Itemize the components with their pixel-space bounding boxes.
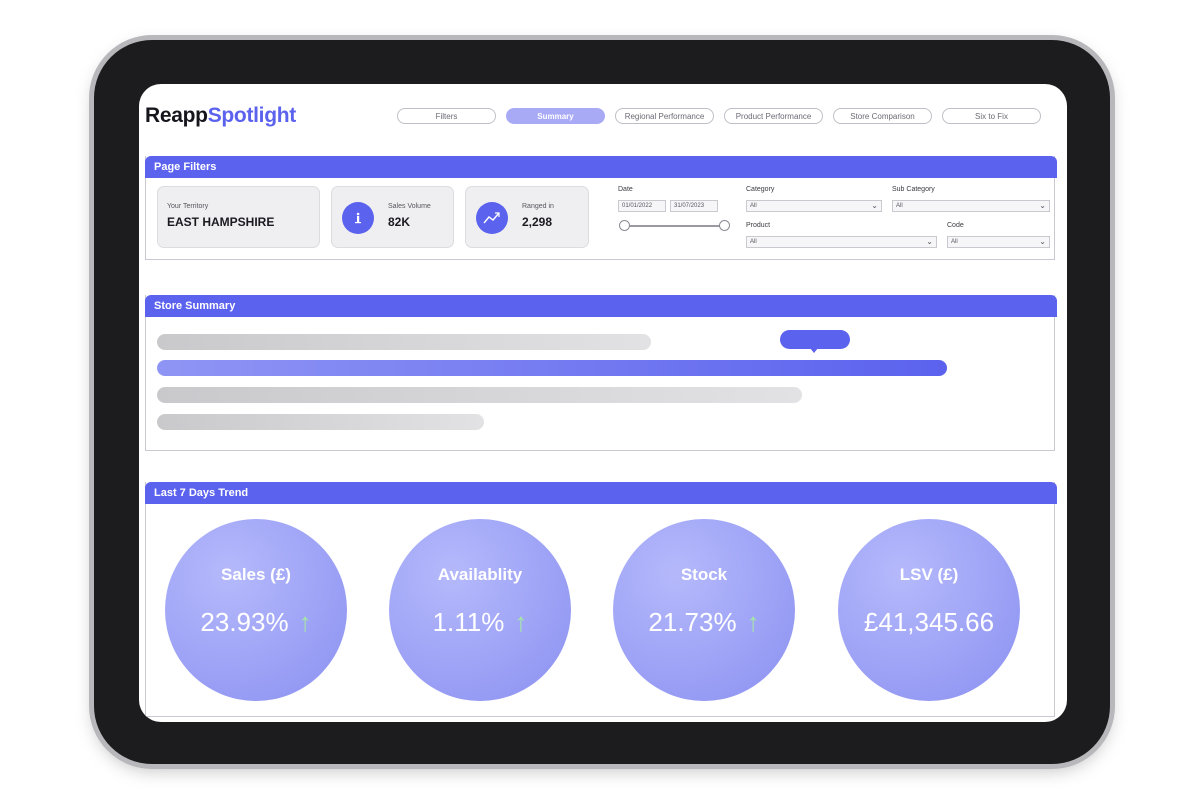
stock-metric-value: 21.73% [648,607,737,637]
product-label: Product [746,222,771,229]
code-label: Code [947,222,964,229]
ranged-in-label: Ranged in [522,203,554,210]
date-start-input[interactable]: 01/01/2022 [618,200,666,212]
page-filters-panel: Page Filters Your Territory EAST HAMPSHI… [145,156,1057,260]
sales-volume-label: Sales Volume [388,203,431,210]
page-filters-title: Page Filters [145,156,1057,178]
lsv-metric-title: LSV (£) [899,565,959,584]
summary-bar-4 [157,414,484,430]
ranged-in-value: 2,298 [522,215,553,229]
sub-category-label: Sub Category [892,186,935,193]
tab-summary[interactable]: Summary [506,108,605,124]
product-value: All [750,239,757,245]
tablet-top-button-2 [222,35,264,40]
date-label: Date [618,186,633,193]
sales-metric-circle: Sales (£) 23.93% ↑ [165,519,347,701]
date-start-value: 01/01/2022 [622,203,653,209]
ranged-in-card: Ranged in 2,298 [465,186,589,248]
date-range-slider-track [624,225,724,227]
trend-panel: Last 7 Days Trend Sales (£) 23.93% ↑ Ava… [145,482,1057,717]
sales-volume-card: Sales Volume 82K [331,186,454,248]
lsv-metric-circle: LSV (£) £41,345.66 [838,519,1020,701]
territory-label: Your Territory [167,203,209,210]
chevron-down-icon: ⌄ [1039,237,1046,246]
availability-metric-value: 1.11% [432,607,505,637]
chevron-down-icon: ⌄ [926,237,933,246]
date-range-slider-start-handle[interactable] [619,220,630,231]
app-logo: ReappSpotlight [145,104,296,127]
tab-store-comparison[interactable]: Store Comparison [833,108,932,124]
summary-tooltip-tail [810,348,818,353]
date-end-input[interactable]: 31/07/2023 [670,200,718,212]
chevron-down-icon: ⌄ [1039,201,1046,210]
code-value: All [951,239,958,245]
tab-six-to-fix[interactable]: Six to Fix [942,108,1041,124]
tablet-top-button-1 [170,35,215,40]
sub-category-select[interactable]: All ⌄ [892,200,1050,212]
store-summary-title: Store Summary [145,295,1057,317]
info-icon [342,202,374,234]
summary-bar-1 [157,334,651,350]
summary-bar-2-highlighted[interactable] [157,360,947,376]
category-select[interactable]: All ⌄ [746,200,882,212]
top-navigation: Filters Summary Regional Performance Pro… [397,108,1041,124]
stock-metric-circle: Stock 21.73% ↑ [613,519,795,701]
tablet-screen: ReappSpotlight Filters Summary Regional … [139,84,1067,722]
sales-volume-value: 82K [388,215,411,229]
category-label: Category [746,186,775,193]
store-summary-panel: Store Summary [145,295,1057,451]
code-select[interactable]: All ⌄ [947,236,1050,248]
summary-tooltip [780,330,850,349]
stock-metric-title: Stock [680,565,728,584]
arrow-up-icon: ↑ [514,607,528,637]
tab-filters[interactable]: Filters [397,108,496,124]
territory-card: Your Territory EAST HAMPSHIRE [157,186,320,248]
product-select[interactable]: All ⌄ [746,236,937,248]
arrow-up-icon: ↑ [298,607,312,637]
date-range-slider-end-handle[interactable] [719,220,730,231]
trend-line-icon [476,202,508,234]
availability-metric-title: Availablity [437,565,523,584]
tab-regional-performance[interactable]: Regional Performance [615,108,714,124]
tablet-side-button [89,98,94,166]
category-value: All [750,203,757,209]
trend-title: Last 7 Days Trend [145,482,1057,504]
tab-product-performance[interactable]: Product Performance [724,108,823,124]
summary-bar-3 [157,387,802,403]
date-end-value: 31/07/2023 [674,203,705,209]
sales-metric-value: 23.93% [200,607,289,637]
chevron-down-icon: ⌄ [871,201,878,210]
sub-category-value: All [896,203,903,209]
sales-metric-title: Sales (£) [221,565,291,584]
arrow-up-icon: ↑ [746,607,760,637]
territory-value: EAST HAMPSHIRE [167,215,275,229]
availability-metric-circle: Availablity 1.11% ↑ [389,519,571,701]
lsv-metric-value: £41,345.66 [863,607,995,637]
